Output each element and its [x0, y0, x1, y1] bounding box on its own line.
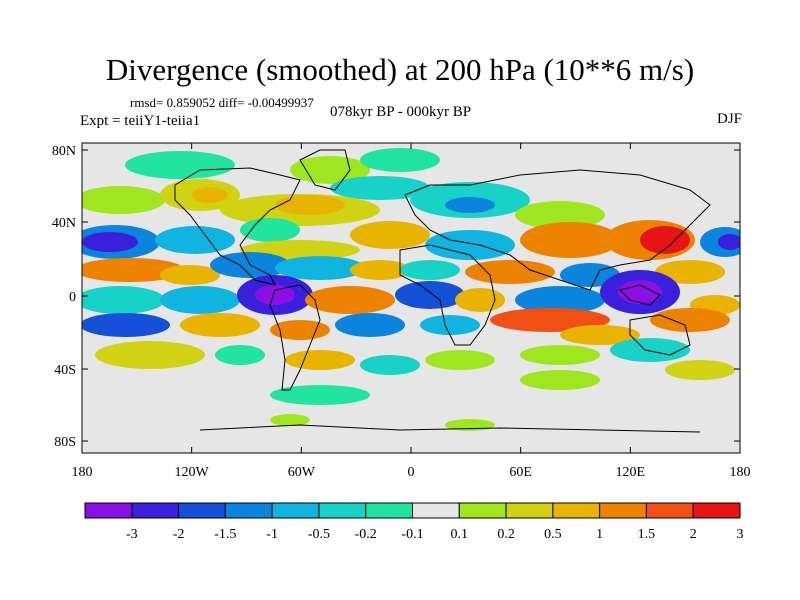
colorbar-swatch — [318, 502, 367, 519]
colorbar-label: 1 — [596, 527, 603, 542]
colorbar: -3 -2 -1.5 -1 -0.5 -0.2 -0.1 0.1 0.2 0.5 1 1.5 2 3 — [84, 502, 744, 542]
colorbar-label: -0.1 — [401, 527, 423, 542]
colorbar-label: 0.5 — [544, 527, 562, 542]
colorbar-swatch — [84, 502, 133, 519]
lon-tick-label: 60E — [509, 465, 532, 480]
period-label: 078kyr BP - 000kyr BP — [330, 104, 472, 120]
colorbar-swatch — [224, 502, 273, 519]
colorbar-label: -1 — [266, 527, 278, 542]
rmsd-diff-stats: rmsd= 0.859052 diff= -0.00499937 — [130, 95, 314, 110]
lon-tick-label: 120E — [616, 465, 646, 480]
colorbar-label: 2 — [690, 527, 697, 542]
colorbar-label: -0.2 — [355, 527, 377, 542]
colorbar-label: -2 — [173, 527, 185, 542]
lat-tick-label: 0 — [69, 290, 76, 305]
colorbar-swatch — [178, 502, 226, 519]
lat-tick-label: 80S — [54, 435, 76, 450]
colorbar-swatch — [458, 502, 507, 519]
colorbar-swatch — [645, 502, 694, 519]
colorbar-label: 1.5 — [638, 527, 656, 542]
colorbar-swatch — [692, 502, 741, 519]
colorbar-label: 3 — [737, 527, 744, 542]
colorbar-swatch — [271, 502, 320, 519]
lon-tick-label: 180 — [72, 465, 93, 480]
colorbar-swatch — [552, 502, 601, 519]
lon-tick-label: 120W — [175, 465, 210, 480]
lon-tick-label: 60W — [288, 465, 316, 480]
lon-tick-label: 180 — [730, 465, 751, 480]
colorbar-label: 0.2 — [497, 527, 515, 542]
colorbar-swatch — [131, 502, 180, 519]
map-title: Divergence (smoothed) at 200 hPa (10**6 … — [105, 52, 695, 87]
latitude-axis: 80N 40N 0 40S 80S — [52, 144, 740, 450]
lat-tick-label: 80N — [52, 144, 76, 159]
colorbar-swatch — [365, 502, 414, 519]
colorbar-label: -3 — [126, 527, 138, 542]
colorbar-label: -1.5 — [214, 527, 236, 542]
colorbar-label: -0.5 — [308, 527, 330, 542]
coastlines — [174, 149, 711, 433]
longitude-axis: 180 120W 60W 0 60E 120E 180 — [72, 143, 751, 480]
colorbar-swatch — [412, 502, 460, 519]
lon-tick-label: 0 — [408, 465, 415, 480]
season-label: DJF — [716, 111, 742, 127]
lat-tick-label: 40N — [52, 216, 76, 231]
map-field — [82, 143, 740, 453]
colorbar-swatch — [505, 502, 554, 519]
colorbar-label: 0.1 — [451, 527, 469, 542]
colorbar-swatch — [599, 502, 647, 519]
experiment-label: Expt = teiiY1-teiia1 — [80, 113, 201, 129]
lat-tick-label: 40S — [54, 363, 76, 378]
